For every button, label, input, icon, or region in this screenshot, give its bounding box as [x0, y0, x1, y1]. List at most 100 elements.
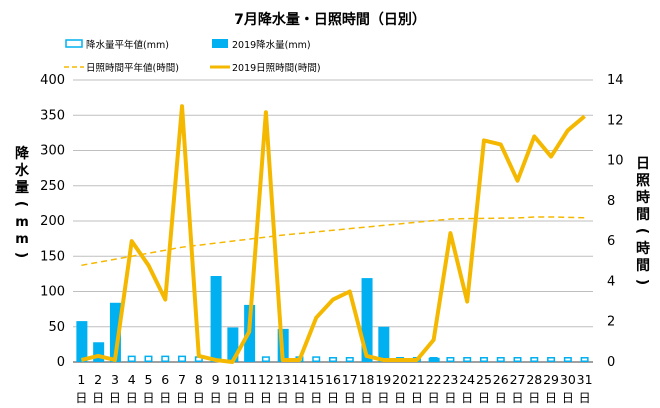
actual-sunshine-line	[80, 104, 586, 364]
x-tick-sublabel: 日	[461, 391, 473, 405]
precip-bar	[210, 275, 222, 362]
x-tick-label: 11	[241, 372, 257, 387]
normal-precip-bar	[463, 357, 472, 362]
right-tick-label: 4	[607, 274, 615, 289]
legend-label: 降水量平年値(mm)	[86, 39, 169, 51]
x-tick-sublabel: 日	[92, 391, 104, 405]
x-tick-sublabel: 日	[293, 391, 305, 405]
left-tick-label: 50	[48, 320, 65, 335]
normal-precip-bar	[496, 357, 505, 362]
x-tick-sublabel: 日	[344, 391, 356, 405]
left-tick-label: 100	[40, 285, 65, 300]
x-tick-label: 10	[224, 372, 240, 387]
normal-precip-bar	[563, 357, 572, 362]
x-tick-sublabel: 日	[126, 391, 138, 405]
legend-swatch	[65, 39, 83, 48]
x-tick-label: 4	[128, 372, 136, 387]
right-tick-label: 14	[607, 73, 624, 88]
x-tick-label: 30	[560, 372, 576, 387]
axis-title-char: m	[15, 215, 29, 230]
left-tick-label: 350	[40, 108, 65, 123]
x-tick-sublabel: 日	[210, 391, 222, 405]
x-tick-label: 19	[375, 372, 391, 387]
right-tick-label: 12	[607, 113, 624, 128]
normal-precip-bar	[580, 357, 589, 362]
x-tick-label: 22	[426, 372, 442, 387]
x-tick-sublabel: 日	[310, 391, 322, 405]
axis-title-char: )	[13, 252, 29, 258]
x-tick-label: 7	[178, 372, 186, 387]
normal-precip-bar	[513, 357, 522, 362]
x-tick-sublabel: 日	[545, 391, 557, 405]
normal-precip-bar	[312, 356, 321, 363]
x-tick-sublabel: 日	[243, 391, 255, 405]
right-tick-label: 10	[607, 154, 624, 169]
legend-swatch	[212, 39, 228, 48]
axis-title-char: 間	[636, 258, 650, 274]
x-tick-sublabel: 日	[260, 391, 272, 405]
chart-title: 7月降水量・日照時間（日別）	[234, 11, 426, 28]
left-tick-label: 400	[40, 73, 65, 88]
normal-sunshine-line	[81, 216, 585, 267]
x-tick-sublabel: 日	[176, 391, 188, 405]
x-tick-sublabel: 日	[394, 391, 406, 405]
legend: 降水量平年値(mm) 2019降水量(mm) 日照時間平年値(時間) 2019日照時間…	[64, 39, 321, 74]
precip-bar	[93, 342, 105, 362]
x-tick-label: 18	[359, 372, 375, 387]
axis-title-char: )	[634, 279, 650, 285]
axis-titles: 降水量(mm)日照時間(時間)	[13, 145, 650, 285]
axis-title-char: 量	[15, 180, 29, 196]
x-tick-label: 1	[77, 372, 85, 387]
x-tick-label: 26	[493, 372, 509, 387]
x-tick-sublabel: 日	[377, 391, 389, 405]
x-tick-label: 31	[577, 372, 593, 387]
right-axis-title: 日照時間(時間)	[634, 156, 650, 285]
axis-title-char: 照	[636, 173, 650, 189]
x-tick-label: 17	[342, 372, 358, 387]
normal-precip-bar	[144, 355, 153, 362]
x-tick-label: 25	[476, 372, 492, 387]
normal-precip-bar	[547, 357, 556, 362]
x-tick-label: 8	[195, 372, 203, 387]
x-tick-label: 27	[510, 372, 526, 387]
x-tick-label: 13	[275, 372, 291, 387]
right-tick-label: 0	[607, 355, 615, 370]
x-tick-label: 23	[442, 372, 458, 387]
normal-precip-bar	[161, 355, 170, 362]
normal-precip-bar	[479, 357, 488, 362]
left-tick-label: 200	[40, 214, 65, 229]
axis-title-char: 時	[636, 189, 650, 206]
left-tick-label: 250	[40, 179, 65, 194]
x-tick-sublabel: 日	[444, 391, 456, 405]
precip-bar	[428, 357, 440, 362]
x-tick-sublabel: 日	[411, 391, 423, 405]
right-tick-label: 6	[607, 234, 615, 249]
left-tick-label: 0	[57, 355, 65, 370]
legend-label: 日照時間平年値(時間)	[86, 62, 179, 74]
x-tick-sublabel: 日	[226, 391, 238, 405]
right-tick-label: 2	[607, 315, 615, 330]
right-tick-label: 8	[607, 194, 615, 209]
x-tick-label: 5	[145, 372, 153, 387]
x-axis-ticks: 1日2日3日4日5日6日7日8日9日10日11日12日13日14日15日16日1…	[75, 372, 592, 405]
axis-title-char: 水	[15, 162, 30, 179]
normal-precip-bar	[178, 355, 187, 362]
x-tick-label: 29	[543, 372, 559, 387]
x-tick-sublabel: 日	[428, 391, 440, 405]
right-axis-ticks: 0 2 4 6 8 10 12 14	[607, 73, 624, 370]
axis-title-char: (	[634, 228, 650, 234]
x-tick-label: 16	[325, 372, 341, 387]
axis-title-char: 日	[636, 156, 650, 172]
x-tick-sublabel: 日	[327, 391, 339, 405]
x-tick-label: 24	[459, 372, 475, 387]
axis-title-char: 時	[636, 240, 650, 257]
x-tick-sublabel: 日	[478, 391, 490, 405]
gridlines	[73, 79, 593, 363]
x-tick-sublabel: 日	[495, 391, 507, 405]
axis-title-char: 間	[636, 207, 650, 223]
x-tick-sublabel: 日	[75, 391, 87, 405]
x-tick-sublabel: 日	[562, 391, 574, 405]
x-tick-sublabel: 日	[159, 391, 171, 405]
